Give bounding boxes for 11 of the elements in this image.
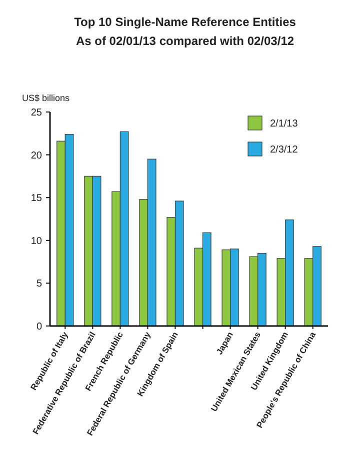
y-tick-label: 10 [30,236,42,247]
chart-subtitle: As of 02/01/13 compared with 02/03/12 [76,34,294,48]
y-tick-label: 0 [36,322,42,332]
y-tick-label: 15 [30,193,42,204]
legend-label: 2/3/12 [270,144,298,156]
legend-label: 2/1/13 [270,118,298,130]
y-tick-label: 5 [36,278,42,290]
y-tick-label: 25 [30,108,42,118]
y-axis-title: US$ billions [22,93,70,103]
y-tick-label: 20 [30,150,42,162]
chart-title: Top 10 Single-Name Reference Entities [74,15,296,29]
